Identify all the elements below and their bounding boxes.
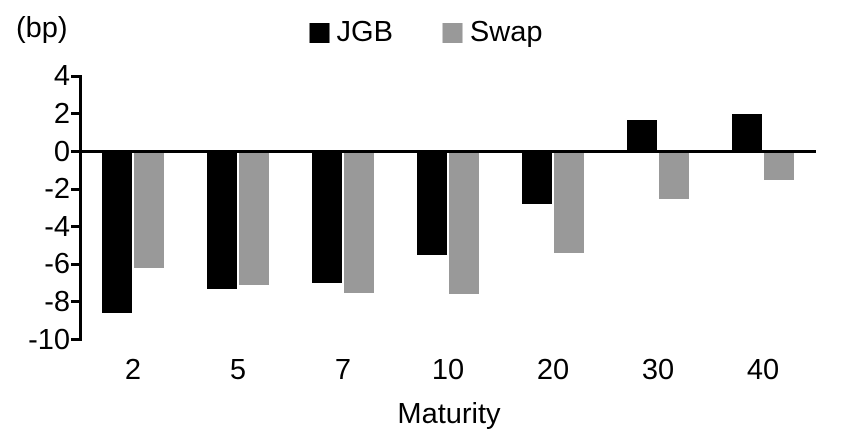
y-tick-label: -2 (44, 173, 70, 206)
bar-jgb-40 (732, 113, 762, 152)
legend-item-jgb: JGB (309, 16, 393, 48)
x-axis-zero-line (82, 150, 816, 153)
bar-swap-2 (134, 151, 164, 269)
bar-swap-20 (554, 151, 584, 254)
bar-jgb-5 (207, 151, 237, 289)
y-tick-label: 4 (53, 60, 70, 93)
y-tick-mark (71, 74, 82, 78)
x-tick-label: 7 (334, 354, 352, 386)
y-tick-label: 2 (53, 97, 70, 130)
y-tick-label: -4 (44, 210, 70, 243)
y-tick-mark (71, 225, 82, 229)
y-tick-mark (71, 262, 82, 266)
y-axis-line (79, 74, 82, 341)
x-tick-label: 5 (229, 354, 247, 386)
legend-swatch-jgb (309, 22, 330, 43)
bar-jgb-10 (417, 151, 447, 255)
y-tick-mark (71, 112, 82, 116)
bar-swap-7 (344, 151, 374, 293)
y-tick-label: -8 (44, 285, 70, 318)
bar-jgb-7 (312, 151, 342, 284)
y-axis-unit-label: (bp) (16, 12, 68, 44)
x-tick-label: 20 (536, 354, 570, 386)
x-tick-label: 30 (641, 354, 675, 386)
y-tick-mark (71, 300, 82, 304)
bar-jgb-20 (522, 151, 552, 205)
y-tick-mark (71, 187, 82, 191)
y-tick-label: -6 (44, 248, 70, 281)
bar-swap-30 (659, 151, 689, 199)
legend: JGB Swap (309, 16, 543, 48)
y-tick-mark (71, 150, 82, 153)
x-tick-label: 2 (124, 354, 142, 386)
bar-swap-40 (764, 151, 794, 180)
bar-jgb-30 (627, 119, 657, 152)
bar-swap-5 (239, 151, 269, 285)
x-axis-title: Maturity (397, 398, 501, 430)
y-tick-label: 0 (53, 135, 70, 168)
legend-item-swap: Swap (442, 16, 543, 48)
legend-label-jgb: JGB (336, 16, 393, 48)
y-tick-mark (71, 338, 82, 341)
x-tick-label: 40 (746, 354, 780, 386)
legend-swatch-swap (442, 22, 463, 43)
bar-jgb-2 (102, 151, 132, 314)
y-tick-label: -10 (28, 323, 70, 356)
x-tick-label: 10 (431, 354, 465, 386)
legend-label-swap: Swap (469, 16, 543, 48)
bar-swap-10 (449, 151, 479, 295)
